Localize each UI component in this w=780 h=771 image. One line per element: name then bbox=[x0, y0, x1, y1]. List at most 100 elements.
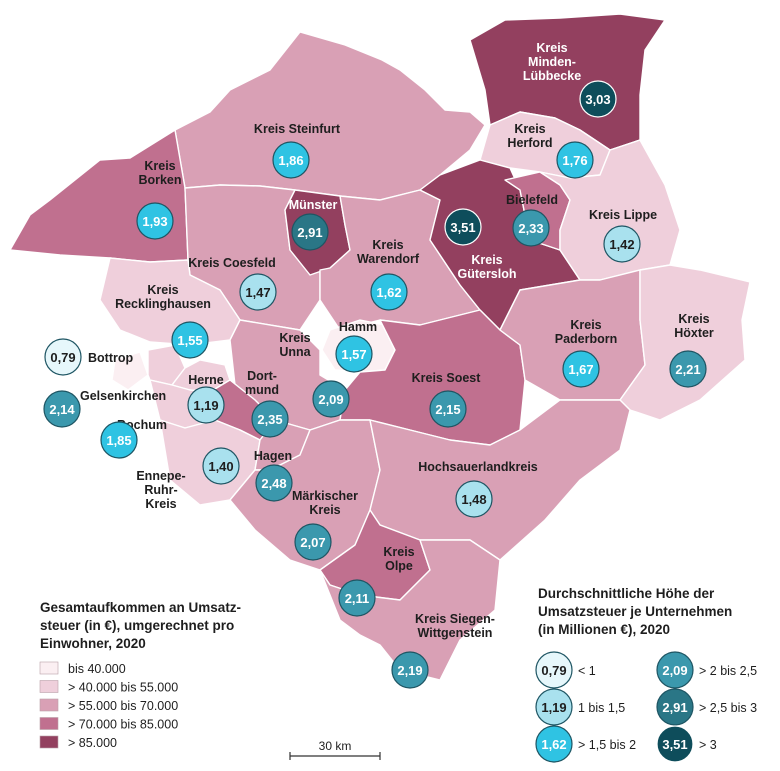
legend-left-label-1: bis 40.000 bbox=[68, 662, 126, 676]
legend-right-bubble-2-value: 1,19 bbox=[541, 700, 566, 715]
value-bubble-hoexter-circle bbox=[669, 350, 707, 388]
value-bubble-hochsauerland: 1,48 bbox=[455, 480, 493, 518]
value-bubble-siegen-value: 2,19 bbox=[397, 663, 422, 678]
value-bubble-steinfurt-circle bbox=[272, 141, 310, 179]
legend-right-bubble-3-circle bbox=[535, 725, 573, 763]
legend-right-bubble-1: 0,79 bbox=[535, 651, 573, 689]
region-label-dortmund: Dort-mund bbox=[245, 369, 279, 397]
value-bubble-hagen: 2,48 bbox=[255, 464, 293, 502]
value-bubble-dortmund: 2,35 bbox=[251, 400, 289, 438]
legend-right-label-1: < 1 bbox=[578, 664, 596, 678]
legend-avg-tax-per-company: Durchschnittliche Höhe der Umsatzsteuer … bbox=[535, 586, 757, 763]
legend-right-label-3: > 1,5 bis 2 bbox=[578, 738, 636, 752]
value-bubble-warendorf-circle bbox=[370, 273, 408, 311]
value-bubble-soest: 2,15 bbox=[429, 390, 467, 428]
legend-right-bubble-5-circle bbox=[656, 688, 694, 726]
value-bubble-paderborn-value: 1,67 bbox=[568, 362, 593, 377]
legend-left-label-3: > 55.000 bis 70.000 bbox=[68, 699, 178, 713]
region-label-unna: Kreis Unna bbox=[279, 331, 311, 359]
value-bubble-lippe: 1,42 bbox=[603, 225, 641, 263]
value-bubble-bottrop: 0,79 bbox=[44, 338, 82, 376]
region-label-muenster: Münster bbox=[289, 198, 338, 212]
value-bubble-unna-value: 2,09 bbox=[318, 392, 343, 407]
scale-bar: 30 km bbox=[289, 739, 381, 760]
value-bubble-herford: 1,76 bbox=[556, 141, 594, 179]
value-bubble-herne: 1,19 bbox=[187, 386, 225, 424]
legend-left-swatch-5 bbox=[39, 735, 59, 749]
region-label-paderborn: Kreis Paderborn bbox=[555, 318, 618, 346]
legend-right-bubble-5-value: 2,91 bbox=[662, 700, 687, 715]
region-label-siegen: Kreis Siegen-Wittgenstein bbox=[415, 612, 495, 640]
value-bubble-hoexter-value: 2,21 bbox=[675, 362, 700, 377]
legend-right-title-line-2: Umsatzsteuer je Unternehmen bbox=[538, 604, 732, 619]
legend-left-label-2: > 40.000 bis 55.000 bbox=[68, 681, 178, 695]
region-steinfurt bbox=[174, 31, 486, 201]
value-bubble-warendorf: 1,62 bbox=[370, 273, 408, 311]
region-label-soest: Kreis Soest bbox=[412, 371, 482, 385]
value-bubble-bochum-value: 1,85 bbox=[106, 433, 131, 448]
legend-right-bubble-4-circle bbox=[656, 651, 694, 689]
region-label-coesfeld: Kreis Coesfeld bbox=[188, 256, 276, 270]
value-bubble-coesfeld-circle bbox=[239, 273, 277, 311]
legend-right-title-line-1: Durchschnittliche Höhe der bbox=[538, 586, 715, 601]
value-bubble-guetersloh-circle bbox=[444, 208, 482, 246]
value-bubble-herne-circle bbox=[187, 386, 225, 424]
legend-right-bubble-4: 2,09 bbox=[656, 651, 694, 689]
region-label-steinfurt: Kreis Steinfurt bbox=[254, 122, 341, 136]
value-bubble-muenster-value: 2,91 bbox=[297, 225, 322, 240]
value-bubble-warendorf-value: 1,62 bbox=[376, 285, 401, 300]
legend-right-bubble-6-value: 3,51 bbox=[662, 737, 687, 752]
value-bubble-herne-value: 1,19 bbox=[193, 398, 218, 413]
value-bubble-hagen-circle bbox=[255, 464, 293, 502]
value-bubble-siegen-circle bbox=[391, 651, 429, 689]
region-label-ennepe: Ennepe-Ruhr-Kreis bbox=[136, 469, 185, 511]
value-bubble-olpe: 2,11 bbox=[338, 579, 376, 617]
value-bubble-hochsauerland-value: 1,48 bbox=[461, 492, 486, 507]
district-labels: Kreis Minden-Lübbecke Kreis Steinfurt Kre… bbox=[80, 41, 714, 640]
value-bubble-bielefeld-value: 2,33 bbox=[518, 221, 543, 236]
value-bubble-bielefeld: 2,33 bbox=[512, 209, 550, 247]
legend-left-swatch-3 bbox=[39, 698, 59, 712]
region-siegen bbox=[319, 539, 501, 681]
value-bubble-minden-circle bbox=[579, 80, 617, 118]
legend-right-label-6: > 3 bbox=[699, 738, 717, 752]
value-bubble-dortmund-circle bbox=[251, 400, 289, 438]
value-bubble-borken-value: 1,93 bbox=[142, 214, 167, 229]
value-bubble-bottrop-value: 0,79 bbox=[50, 350, 75, 365]
legend-right-bubble-1-value: 0,79 bbox=[541, 663, 566, 678]
region-label-olpe: Kreis Olpe bbox=[383, 545, 414, 573]
value-bubble-gelsenkirchen-circle bbox=[43, 390, 81, 428]
value-bubble-soest-value: 2,15 bbox=[435, 402, 460, 417]
value-bubble-olpe-value: 2,11 bbox=[345, 591, 370, 606]
value-bubble-maerkisch: 2,07 bbox=[294, 523, 332, 561]
legend-left-label-4: > 70.000 bis 85.000 bbox=[68, 718, 178, 732]
legend-right-bubble-2-circle bbox=[535, 688, 573, 726]
scale-bar-label: 30 km bbox=[319, 739, 352, 753]
value-bubble-hamm: 1,57 bbox=[335, 335, 373, 373]
value-bubble-hamm-circle bbox=[335, 335, 373, 373]
region-label-hoexter: Kreis Höxter bbox=[674, 312, 714, 340]
value-bubble-ennepe: 1,40 bbox=[202, 447, 240, 485]
value-bubble-maerkisch-value: 2,07 bbox=[300, 535, 325, 550]
value-bubble-hochsauerland-circle bbox=[455, 480, 493, 518]
legend-left-title-line-1: Gesamtaufkommen an Umsatz- bbox=[40, 600, 241, 615]
legend-right-title-line-3: (in Millionen €), 2020 bbox=[538, 622, 670, 637]
legend-right-bubble-4-value: 2,09 bbox=[662, 663, 687, 678]
value-bubble-steinfurt-value: 1,86 bbox=[278, 153, 303, 168]
region-label-minden: Kreis Minden-Lübbecke bbox=[523, 41, 581, 83]
district-polygons bbox=[9, 13, 751, 681]
legend-right-bubble-3-value: 1,62 bbox=[541, 737, 566, 752]
value-bubble-herford-circle bbox=[556, 141, 594, 179]
value-bubble-recklinghausen-circle bbox=[171, 321, 209, 359]
value-bubble-minden: 3,03 bbox=[579, 80, 617, 118]
value-bubble-unna-circle bbox=[312, 380, 350, 418]
region-label-hochsauerland: Hochsauerlandkreis bbox=[418, 460, 538, 474]
value-bubble-herford-value: 1,76 bbox=[562, 153, 587, 168]
region-label-maerkisch: Märkischer Kreis bbox=[292, 489, 358, 517]
value-bubbles: 3,03 1,86 1,76 1,93 2,91 3,51 2,33 1,42 … bbox=[43, 80, 707, 689]
legend-left-title-line-2: steuer (in €), umgerechnet pro bbox=[40, 618, 234, 633]
legend-left-swatch-1 bbox=[39, 661, 59, 675]
value-bubble-hoexter: 2,21 bbox=[669, 350, 707, 388]
value-bubble-coesfeld-value: 1,47 bbox=[245, 285, 270, 300]
